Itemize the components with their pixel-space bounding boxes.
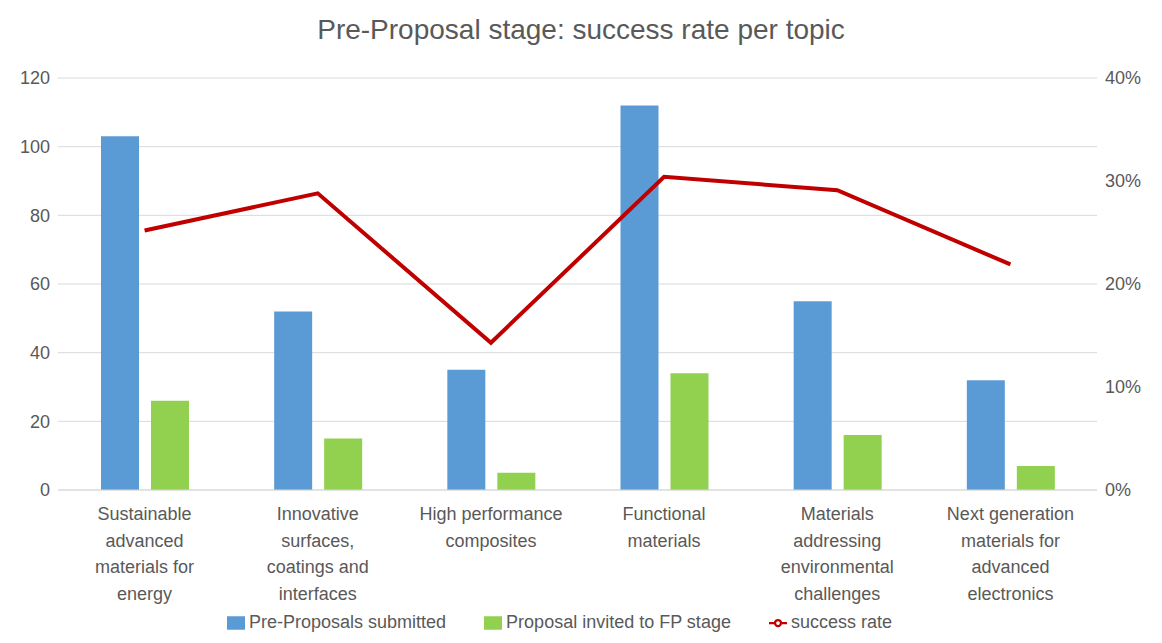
svg-text:Materialsaddressingenvironment: Materialsaddressingenvironmentalchalleng…: [781, 504, 894, 604]
html-text:Pre-Proposal stage: success ra: Pre-Proposal stage: success rate per top…: [317, 14, 845, 45]
svg-text:100: 100: [20, 137, 50, 157]
html-text:success rate: success rate: [790, 612, 892, 632]
svg-text:Functionalmaterials: Functionalmaterials: [623, 504, 706, 551]
svg-text:0%: 0%: [1105, 480, 1131, 500]
svg-text:Sustainableadvancedmaterials f: Sustainableadvancedmaterials forenergy: [95, 504, 194, 604]
svg-text:Next generationmaterials forad: Next generationmaterials foradvancedelec…: [947, 504, 1074, 604]
svg-text:40: 40: [30, 343, 50, 363]
svg-text:60: 60: [30, 274, 50, 294]
svg-text:80: 80: [30, 206, 50, 226]
svg-text:20%: 20%: [1105, 274, 1141, 294]
svg-text:High performancecomposites: High performancecomposites: [419, 504, 562, 551]
html-text:Pre-Proposals submitted: Pre-Proposals submitted: [249, 612, 447, 632]
svg-text:Innovativesurfaces,coatings an: Innovativesurfaces,coatings andinterface…: [267, 504, 369, 604]
svg-text:20: 20: [30, 412, 50, 432]
svg-text:120: 120: [20, 68, 50, 88]
svg-text:30%: 30%: [1105, 171, 1141, 191]
svg-text:0: 0: [40, 480, 50, 500]
svg-text:10%: 10%: [1105, 377, 1141, 397]
html-text:Proposal invited to FP stage: Proposal invited to FP stage: [506, 612, 731, 632]
svg-text:40%: 40%: [1105, 68, 1141, 88]
